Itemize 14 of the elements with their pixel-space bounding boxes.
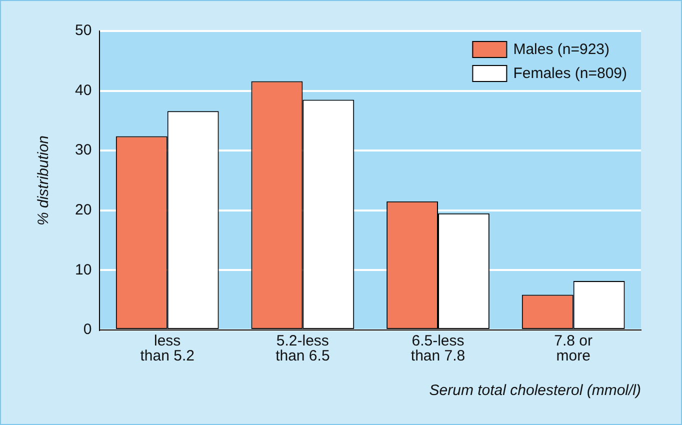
legend-label: Females (n=809) [513,65,628,82]
x-tick-label: 7.8 or more [554,332,593,365]
legend-label: Males (n=923) [513,41,610,58]
x-axis-title: Serum total cholesterol (mmol/l) [429,382,641,400]
y-tick-label: 0 [83,321,92,338]
y-tick-label: 20 [74,202,92,219]
x-tick-label: less than 5.2 [140,332,194,365]
y-tick-label: 40 [74,82,92,99]
y-tick-label: 10 [74,261,92,278]
y-tick-label: 30 [74,142,92,159]
y-axis-title: % distribution [35,135,52,226]
x-tick-label: 5.2-less than 6.5 [276,332,330,365]
y-tick-label: 50 [74,22,92,40]
x-tick-label: 6.5-less than 7.8 [410,332,466,365]
